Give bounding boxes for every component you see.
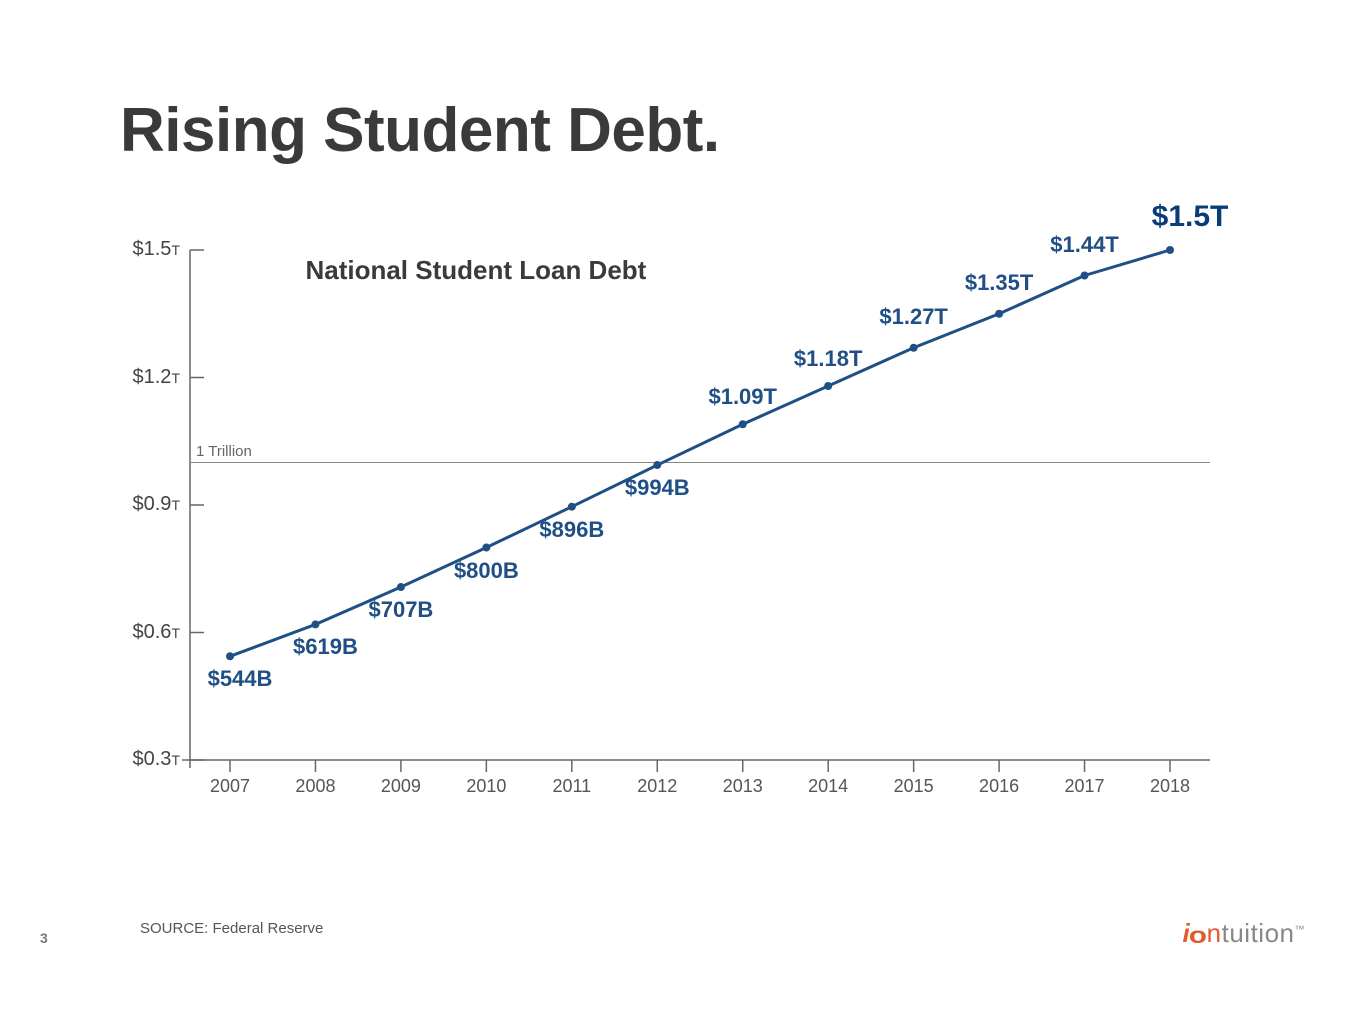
x-axis-tick-label: 2010	[466, 776, 506, 797]
y-axis-tick-label: $0.9T	[120, 493, 180, 516]
x-axis-tick-label: 2017	[1065, 776, 1105, 797]
chart-area: National Student Loan Debt 1 Trillion $0…	[120, 230, 1220, 810]
data-label: $544B	[208, 666, 273, 692]
x-axis-tick-label: 2013	[723, 776, 763, 797]
y-axis-tick-label: $1.5T	[120, 238, 180, 261]
brand-logo: iontuition™	[1183, 918, 1305, 949]
data-label: $1.44T	[1050, 232, 1119, 258]
x-axis-tick-label: 2009	[381, 776, 421, 797]
chart-svg	[120, 230, 1220, 810]
data-label: $896B	[539, 517, 604, 543]
slide-title: Rising Student Debt.	[120, 95, 720, 166]
trillion-label: 1 Trillion	[196, 443, 252, 460]
x-axis-tick-label: 2012	[637, 776, 677, 797]
x-axis-tick-label: 2011	[552, 776, 591, 797]
data-label: $619B	[293, 634, 358, 660]
data-label: $994B	[625, 475, 690, 501]
data-label: $1.18T	[794, 346, 863, 372]
x-axis-tick-label: 2018	[1150, 776, 1190, 797]
data-label: $1.09T	[708, 384, 777, 410]
x-axis-tick-label: 2007	[210, 776, 250, 797]
source-text: SOURCE: Federal Reserve	[140, 920, 323, 937]
x-axis-tick-label: 2008	[295, 776, 335, 797]
y-axis-tick-label: $0.3T	[120, 748, 180, 771]
y-axis-tick-label: $1.2T	[120, 366, 180, 389]
x-axis-tick-label: 2016	[979, 776, 1019, 797]
x-axis-tick-label: 2014	[808, 776, 848, 797]
x-axis-tick-label: 2015	[894, 776, 934, 797]
data-label: $1.35T	[965, 270, 1034, 296]
page-number: 3	[40, 930, 48, 946]
y-axis-tick-label: $0.6T	[120, 621, 180, 644]
chart-subtitle: National Student Loan Debt	[305, 255, 646, 286]
data-label: $707B	[368, 597, 433, 623]
data-label: $1.27T	[879, 304, 948, 330]
data-label-final: $1.5T	[1152, 200, 1229, 234]
data-label: $800B	[454, 558, 519, 584]
